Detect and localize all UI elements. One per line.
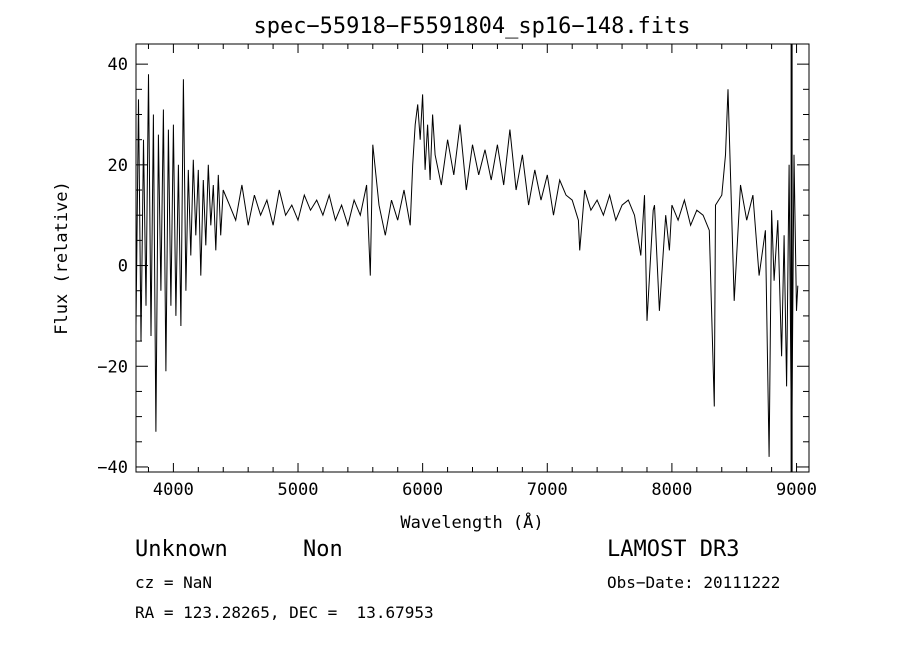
series-layer — [135, 44, 799, 472]
plot-frame — [135, 43, 810, 473]
y-tick-label: −20 — [97, 357, 128, 377]
x-tick-label: 8000 — [651, 480, 692, 500]
obs-date: Obs−Date: 20111222 — [607, 573, 781, 592]
x-tick-label: 4000 — [153, 480, 194, 500]
y-tick-label: 40 — [108, 55, 128, 75]
x-axis-label: Wavelength (Å) — [400, 511, 543, 533]
axis-ticks — [136, 44, 809, 472]
object-class: Unknown — [135, 537, 228, 562]
survey-name: LAMOST DR3 — [607, 537, 740, 562]
x-tick-label: 9000 — [776, 480, 817, 500]
coordinates: RA = 123.28265, DEC = 13.67953 — [135, 603, 434, 622]
y-tick-label: −40 — [97, 458, 128, 478]
x-tick-label: 5000 — [278, 480, 319, 500]
y-axis-label: Flux (relative) — [52, 181, 72, 335]
object-subclass: Non — [303, 537, 343, 562]
axis-tick-labels: 4000 5000 6000 7000 8000 9000 −40 −20 0 20 40 — [97, 55, 817, 500]
series-spectrum — [135, 74, 799, 462]
x-tick-label: 7000 — [527, 480, 568, 500]
redshift-value: cz = NaN — [135, 573, 213, 592]
y-tick-label: 20 — [108, 156, 128, 176]
x-tick-label: 6000 — [402, 480, 443, 500]
y-tick-label: 0 — [118, 257, 128, 277]
chart-title: spec−55918−F5591804_sp16−148.fits — [253, 14, 690, 39]
